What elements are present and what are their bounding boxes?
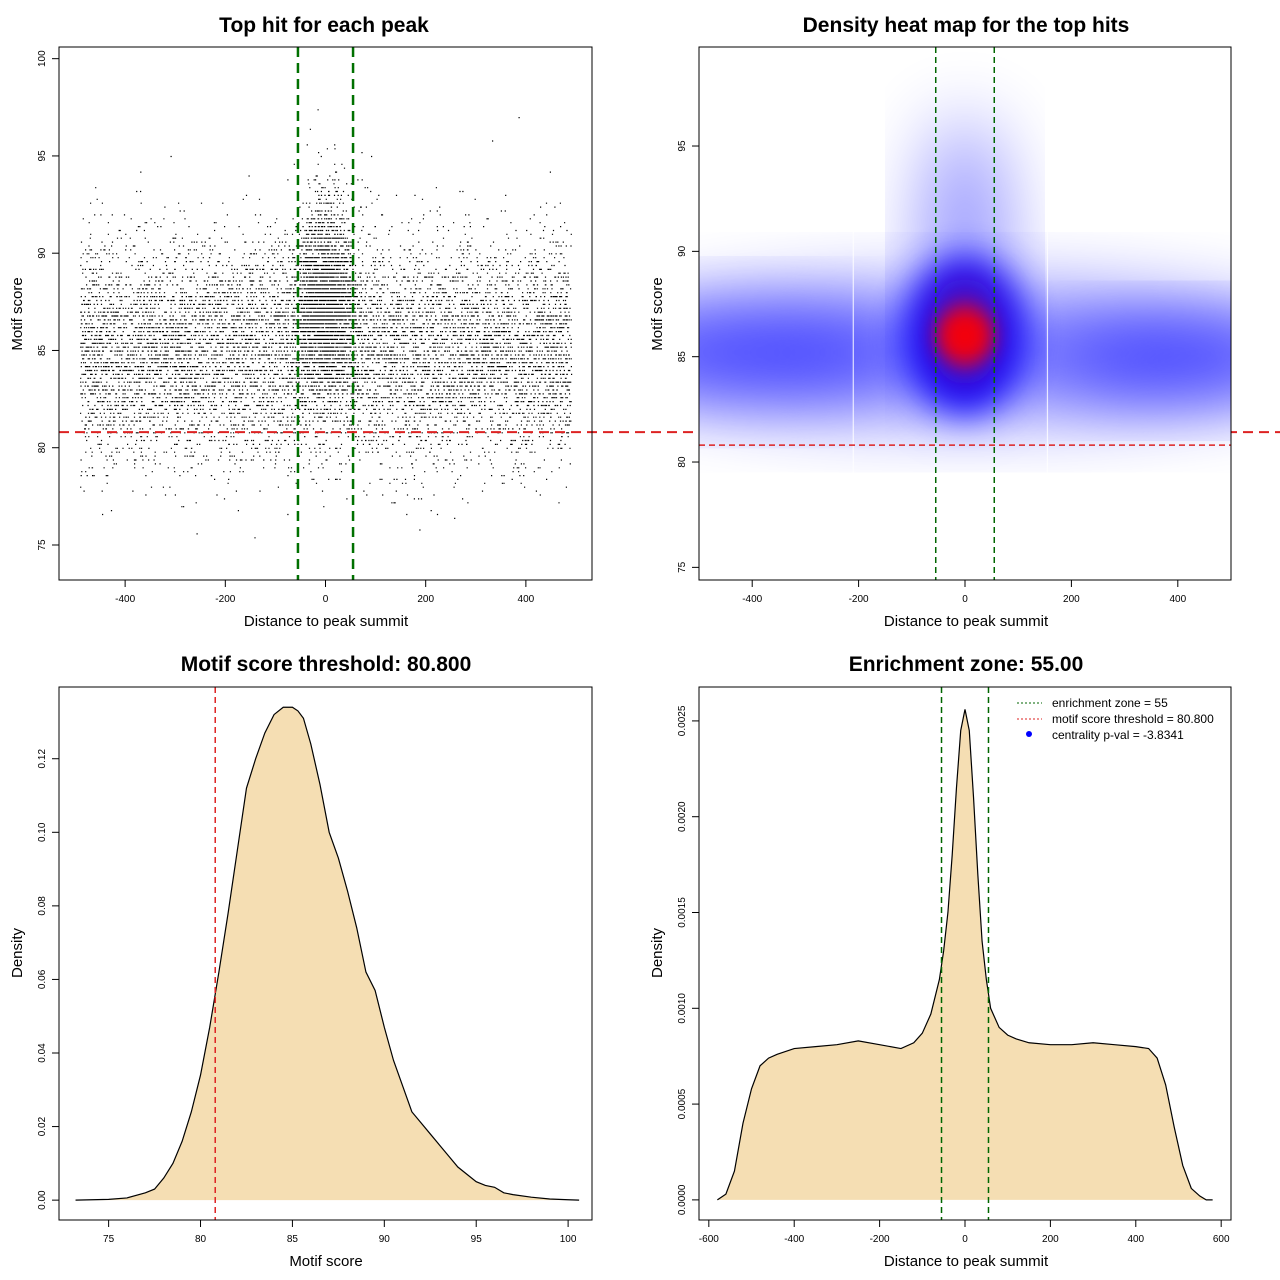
score-density-x-tick-label: 85 [287,1234,299,1245]
heatmap-density [699,47,1231,580]
heatmap-y-tick-label: 80 [677,456,688,468]
distance-density-x-tick-label: -200 [870,1234,890,1245]
scatter-y-tick-label: 85 [37,344,48,356]
distance-density-y-tick-label: 0.0005 [677,1088,688,1119]
legend: enrichment zone = 55 motif score thresho… [1017,696,1214,742]
distance-density-x-tick-label: 200 [1042,1234,1059,1245]
distance-density-x-tick-label: 600 [1213,1234,1230,1245]
distance-density-y-tick-label: 0.0025 [677,705,688,736]
scatter-x-tick-label: -200 [215,594,235,605]
score-density-y-tick-label: 0.08 [37,896,48,916]
score-density-x-tick-label: 75 [103,1234,115,1245]
heatmap-blob [1063,320,1231,401]
legend-label-enrichment-zone: enrichment zone = 55 [1052,696,1168,710]
distance-density-y-tick-label: 0.0015 [677,897,688,928]
distance-density-x-label: Distance to peak summit [884,1253,1049,1270]
scatter-x-tick-label: 400 [518,594,535,605]
panel-score-density: Motif score threshold: 80.800 75 80 85 90 95… [9,653,593,1270]
scatter-y-tick-label: 75 [37,539,48,551]
score-density-area [75,707,580,1201]
score-density-y-tick-label: 0.04 [37,1043,48,1063]
heatmap-x-tick-label: 200 [1063,594,1080,605]
distance-density-x-tick-label: 400 [1127,1234,1144,1245]
heatmap-reference-lines [699,47,1231,580]
score-density-x-tick-label: 100 [560,1234,577,1245]
scatter-y-tick-label: 95 [37,150,48,162]
legend-label-centrality: centrality p-val = -3.8341 [1052,728,1184,742]
scatter-x-label: Distance to peak summit [244,613,409,630]
heatmap-density-layers [699,116,1231,505]
score-density-line [75,706,580,1201]
heatmap-peak-core [951,326,979,345]
score-density-axes: 75 80 85 90 95 100 0.00 0.02 0.04 0.06 0.08 0.10 0.1… [37,749,577,1245]
scatter-x-tick-label: 0 [323,594,329,605]
scatter-y-tick-label: 90 [37,247,48,259]
heatmap-title: Density heat map for the top hits [803,14,1130,37]
heatmap-axes: -400 -200 0 200 400 75 80 85 90 95 [677,140,1187,605]
legend-label-motif-threshold: motif score threshold = 80.800 [1052,712,1214,726]
heatmap-x-tick-label: -400 [742,594,762,605]
score-density-x-tick-label: 95 [471,1234,483,1245]
legend-swatch-centrality [1026,731,1032,737]
distance-density-axes: -600 -400 -200 0 200 400 600 0.0000 0.0005 0.0010… [677,705,1230,1245]
distance-density-x-tick-label: 0 [962,1234,968,1245]
score-density-y-tick-label: 0.12 [37,749,48,769]
scatter-y-label: Motif score [9,277,26,350]
heatmap-blob [699,304,892,401]
panel-heatmap: Density heat map for the top hits -400 -2… [649,14,1232,630]
score-density-x-tick-label: 80 [195,1234,207,1245]
distance-density-y-tick-label: 0.0020 [677,801,688,832]
scatter-axes: -400 -200 0 200 400 75 80 85 90 95 100 [37,50,535,605]
distance-density-line [717,709,1213,1201]
score-density-y-tick-label: 0.10 [37,822,48,842]
score-density-y-tick-label: 0.06 [37,969,48,989]
heatmap-x-tick-label: -200 [849,594,869,605]
heatmap-x-tick-label: 400 [1169,594,1186,605]
score-density-x-label: Motif score [289,1253,362,1270]
scatter-points [80,109,573,539]
distance-density-x-tick-label: -600 [699,1234,719,1245]
heatmap-y-tick-label: 90 [677,245,688,257]
scatter-points-cloud [80,109,573,539]
score-density-y-tick-label: 0.00 [37,1190,48,1210]
distance-density-y-label: Density [649,927,666,978]
distance-density-y-tick-label: 0.0000 [677,1184,688,1215]
heatmap-y-tick-label: 75 [677,561,688,573]
heatmap-x-label: Distance to peak summit [884,613,1049,630]
scatter-y-tick-label: 80 [37,442,48,454]
scatter-y-tick-label: 100 [37,50,48,67]
heatmap-y-tick-label: 95 [677,140,688,152]
distance-density-y-tick-label: 0.0010 [677,993,688,1024]
scatter-title: Top hit for each peak [219,14,429,37]
distance-density-title: Enrichment zone: 55.00 [849,653,1084,676]
heatmap-y-tick-label: 85 [677,351,688,363]
panel-distance-density: Enrichment zone: 55.00 -600 -400 -200 0 200 4… [649,653,1232,1270]
score-density-curve [75,706,580,1201]
scatter-x-tick-label: -400 [115,594,135,605]
distance-density-curve [717,709,1213,1201]
distance-density-area [717,709,1213,1200]
score-density-y-tick-label: 0.02 [37,1116,48,1136]
distance-density-reference-lines [940,687,990,1220]
distance-density-x-tick-label: -400 [784,1234,804,1245]
heatmap-y-label: Motif score [649,277,666,350]
scatter-plot-frame [58,46,593,581]
score-density-title: Motif score threshold: 80.800 [181,653,472,676]
score-density-x-tick-label: 90 [379,1234,391,1245]
score-density-y-label: Density [9,927,26,978]
heatmap-x-tick-label: 0 [962,594,968,605]
scatter-x-tick-label: 200 [417,594,434,605]
